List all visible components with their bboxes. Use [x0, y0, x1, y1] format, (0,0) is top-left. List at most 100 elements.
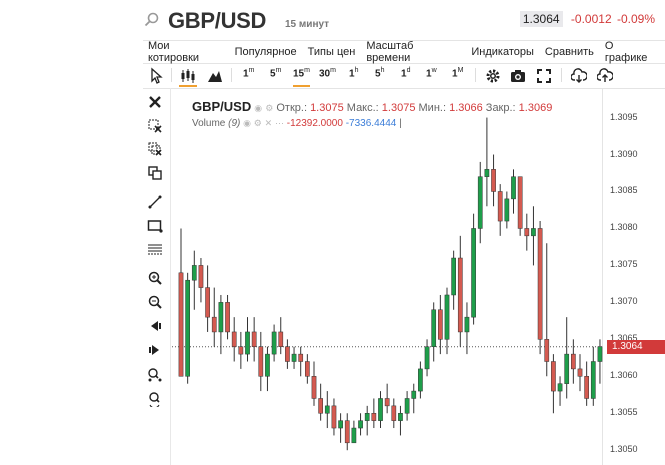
interval-30m[interactable]: 30m [319, 67, 336, 80]
rectangle-icon[interactable] [147, 218, 163, 234]
candle[interactable] [205, 265, 210, 332]
candle[interactable] [371, 398, 377, 429]
candle[interactable] [318, 383, 323, 421]
interval-1w[interactable]: 1w [426, 67, 437, 80]
candle[interactable] [491, 154, 496, 207]
search-icon[interactable] [144, 12, 160, 28]
candle[interactable] [431, 302, 437, 362]
interval-1m[interactable]: 1m [243, 67, 255, 80]
candle[interactable] [191, 250, 197, 310]
menu-popular[interactable]: Популярное [234, 46, 297, 58]
menu-time-scale[interactable]: Масштаб времени [366, 40, 414, 64]
candle[interactable] [285, 339, 290, 369]
candle[interactable] [531, 206, 536, 266]
candle[interactable] [404, 391, 410, 421]
candle[interactable] [524, 213, 530, 251]
scroll-left-icon[interactable] [147, 318, 163, 334]
candle[interactable] [271, 324, 277, 362]
scroll-right-icon[interactable] [147, 342, 163, 358]
delete-drawing-icon[interactable] [147, 118, 163, 134]
candle[interactable] [265, 346, 270, 392]
cursor-icon[interactable] [149, 67, 163, 85]
candle[interactable] [557, 376, 563, 406]
upload-icon[interactable] [597, 67, 613, 85]
interval-15m[interactable]: 15m [293, 67, 310, 87]
download-icon[interactable] [571, 67, 587, 85]
candle[interactable] [411, 383, 417, 414]
candles-icon[interactable] [179, 67, 197, 87]
candle[interactable] [418, 361, 423, 399]
candle[interactable] [424, 339, 430, 377]
menu-compare[interactable]: Сравнить [544, 46, 594, 58]
candle[interactable] [278, 317, 284, 355]
candle[interactable] [231, 317, 237, 362]
menu-indicators[interactable]: Индикаторы [471, 46, 534, 58]
candle[interactable] [484, 117, 490, 207]
candle[interactable] [324, 391, 330, 429]
auto-scale-icon[interactable] [147, 391, 163, 407]
candle[interactable] [198, 258, 204, 303]
candle[interactable] [291, 346, 297, 369]
candle[interactable] [584, 361, 589, 406]
candle[interactable] [238, 331, 244, 369]
candle[interactable] [251, 317, 257, 362]
interval-1d[interactable]: 1d [401, 67, 411, 80]
interval-5m[interactable]: 5m [270, 67, 282, 80]
candle[interactable] [331, 398, 337, 436]
candle[interactable] [178, 228, 184, 377]
candle[interactable] [564, 317, 570, 399]
candle[interactable] [597, 339, 603, 384]
candle[interactable] [451, 250, 456, 310]
more-icon[interactable]: ⋯ [274, 118, 284, 128]
candle[interactable] [364, 405, 370, 436]
candle[interactable] [477, 161, 483, 244]
delete-all-icon[interactable] [147, 141, 163, 157]
candle[interactable] [551, 354, 556, 414]
interval-1h[interactable]: 1h [349, 67, 359, 80]
candle[interactable] [185, 272, 191, 384]
candle[interactable] [464, 302, 470, 355]
candle[interactable] [338, 413, 343, 443]
fibonacci-icon[interactable] [147, 242, 163, 258]
candle[interactable] [378, 391, 383, 429]
candle[interactable] [590, 346, 596, 406]
candle[interactable] [398, 405, 403, 436]
copy-icon[interactable] [147, 165, 163, 181]
candle[interactable] [511, 169, 516, 214]
visibility-icon[interactable]: ◉ [254, 103, 263, 113]
settings-icon[interactable]: ⚙ [253, 118, 262, 128]
candle[interactable] [351, 420, 357, 444]
candle[interactable] [245, 317, 250, 362]
candle[interactable] [577, 354, 583, 392]
candle[interactable] [497, 184, 503, 236]
zoom-in-icon[interactable] [147, 270, 163, 286]
trend-line-icon[interactable] [147, 194, 163, 210]
interval-1M[interactable]: 1M [452, 67, 464, 80]
candle[interactable] [457, 235, 463, 347]
candle[interactable] [344, 413, 350, 451]
candle[interactable] [218, 294, 224, 355]
candle[interactable] [225, 294, 230, 340]
candle[interactable] [438, 294, 443, 355]
interval-5h[interactable]: 5h [375, 67, 385, 80]
candle[interactable] [311, 361, 317, 406]
candle[interactable] [384, 383, 390, 414]
reset-zoom-icon[interactable] [147, 367, 163, 383]
candle[interactable] [517, 176, 523, 236]
camera-icon[interactable] [510, 67, 526, 85]
candle[interactable] [504, 191, 510, 229]
candle[interactable] [358, 413, 363, 436]
candle[interactable] [571, 339, 576, 384]
gear-icon[interactable] [485, 67, 501, 85]
candle[interactable] [211, 287, 217, 347]
menu-my-quotes[interactable]: Мои котировки [148, 40, 200, 64]
candle[interactable] [305, 354, 310, 384]
close-icon[interactable] [147, 94, 163, 110]
area-chart-icon[interactable] [207, 67, 223, 85]
candle[interactable] [544, 243, 550, 377]
candle[interactable] [298, 346, 304, 377]
close-icon[interactable]: ✕ [264, 118, 273, 128]
candle[interactable] [471, 213, 476, 325]
menu-price-types[interactable]: Типы цен [307, 46, 356, 58]
